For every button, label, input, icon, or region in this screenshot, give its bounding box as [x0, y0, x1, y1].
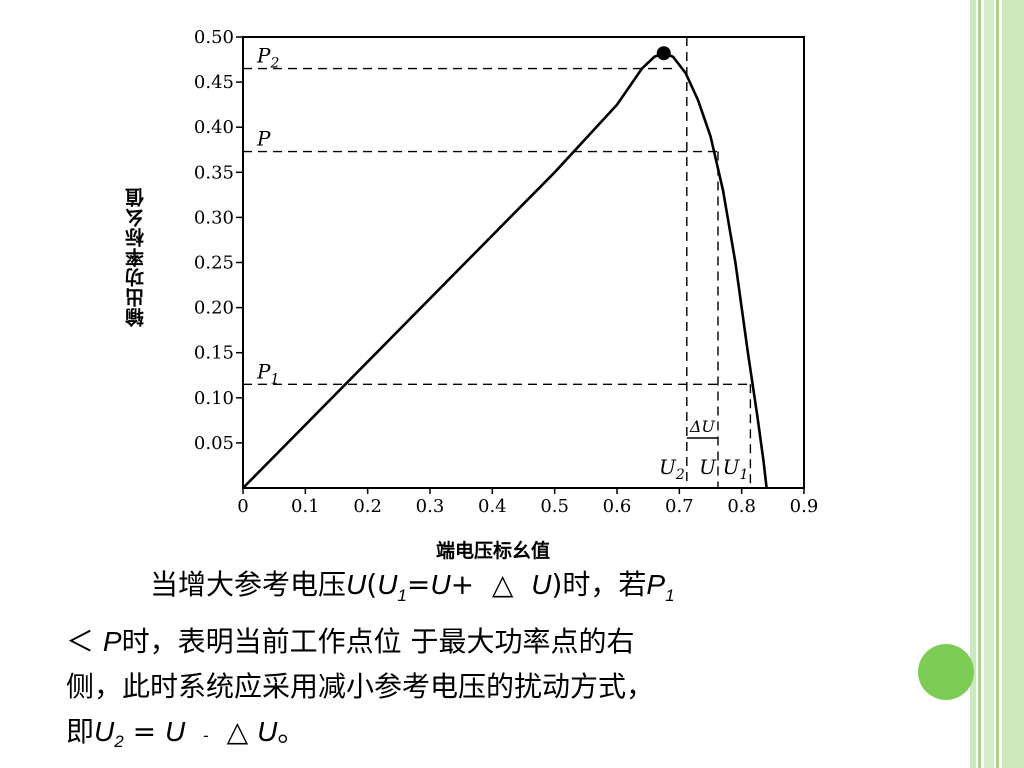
max-power-point	[656, 46, 671, 61]
y-tick-label: 0.35	[194, 162, 234, 183]
x-tick-label: 0.1	[291, 496, 320, 517]
delta-u-marker: ΔU	[686, 417, 718, 439]
paragraph-line-2: ＜ P时，表明当前工作点位 于最大功率点的右	[66, 624, 635, 658]
y-tick-label: 0.30	[194, 207, 234, 228]
pv-power-voltage-chart: 0.050.100.150.200.250.300.350.400.450.50…	[194, 27, 818, 517]
level-label: P	[256, 127, 271, 151]
x-tick-label: 0.7	[665, 496, 694, 517]
x-tick-label: 0	[237, 496, 248, 517]
level-label: P1	[256, 359, 279, 387]
y-tick-label: 0.05	[194, 433, 234, 454]
paragraph-line-4: 即U2 = U - △ U。	[66, 714, 306, 752]
paragraph-line-1: 当增大参考电压U(U1=U+ △ U)时，若P1	[150, 568, 675, 605]
decorative-green-circle	[918, 644, 974, 700]
plot-frame	[242, 36, 805, 489]
x-tick-label: 0.4	[478, 496, 507, 517]
y-tick-label: 0.25	[194, 253, 234, 274]
x-axis-ticks: 0 0.1 0.2 0.3 0.4 0.5 0.6 0.7 0.8 0.9	[237, 488, 818, 517]
y-tick-label: 0.15	[194, 343, 234, 364]
x-tick-label: 0.3	[416, 496, 445, 517]
delta-u-label: ΔU	[689, 417, 716, 436]
explanation-paragraph: 当增大参考电压U(U1=U+ △ U)时，若P1 ＜ P时，表明当前工作点位 于…	[66, 562, 912, 765]
voltage-label: U2	[659, 455, 685, 483]
voltage-label: U	[699, 455, 717, 479]
x-tick-label: 0.5	[540, 496, 569, 517]
slide-border-decoration	[970, 0, 1024, 768]
y-tick-label: 0.45	[194, 72, 234, 93]
x-tick-label: 0.8	[727, 496, 756, 517]
y-tick-label: 0.20	[194, 298, 234, 319]
level-label: P2	[256, 44, 279, 72]
y-axis-label: 输出功率标幺值	[125, 187, 147, 328]
paragraph-line-3: 侧，此时系统应采用减小参考电压的扰动方式，	[66, 669, 655, 703]
y-tick-label: 0.10	[194, 388, 234, 409]
y-axis-ticks: 0.05 0.10 0.15 0.20 0.25 0.30 0.35 0.40 0.45 0.50	[194, 27, 243, 454]
voltage-label: U1	[723, 455, 749, 483]
y-tick-label: 0.40	[194, 117, 234, 138]
x-axis-label: 端电压标幺值	[436, 540, 551, 562]
guide-lines: P2 P P1 U2 U U1	[243, 37, 752, 488]
x-tick-label: 0.2	[353, 496, 382, 517]
y-tick-label: 0.50	[194, 27, 234, 48]
x-tick-label: 0.6	[603, 496, 632, 517]
x-tick-label: 0.9	[790, 496, 819, 517]
power-curve	[242, 51, 768, 489]
